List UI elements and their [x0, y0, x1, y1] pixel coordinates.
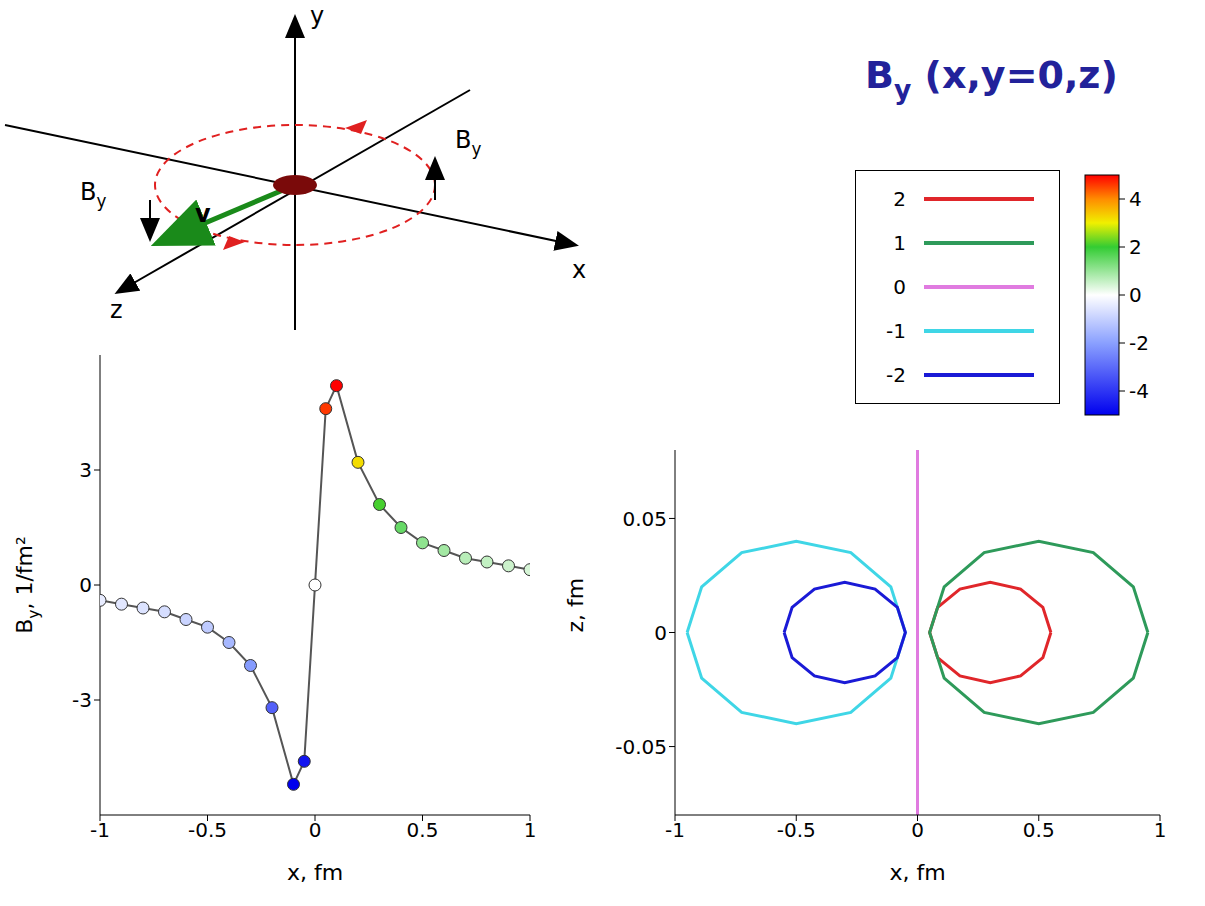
svg-text:By (x,y=0,z): By (x,y=0,z) — [865, 53, 1118, 105]
svg-text:By, 1/fm²: By, 1/fm² — [12, 536, 43, 634]
svg-text:-0.5: -0.5 — [188, 818, 227, 842]
svg-text:-0.05: -0.05 — [615, 735, 667, 759]
svg-text:3: 3 — [79, 458, 92, 482]
svg-text:1: 1 — [524, 818, 537, 842]
svg-text:x, fm: x, fm — [889, 860, 945, 885]
html-text:0: 0 — [893, 275, 906, 299]
svg-text:y: y — [310, 2, 324, 30]
svg-text:-1: -1 — [665, 818, 685, 842]
svg-text:x: x — [572, 256, 586, 284]
html-text:-2: -2 — [886, 363, 906, 387]
html-text:1: 1 — [893, 231, 906, 255]
svg-text:x, fm: x, fm — [287, 860, 343, 885]
svg-text:1: 1 — [1154, 818, 1167, 842]
svg-text:-2: -2 — [1129, 331, 1149, 355]
svg-text:0.05: 0.05 — [622, 507, 667, 531]
svg-text:0: 0 — [309, 818, 322, 842]
svg-text:0.5: 0.5 — [407, 818, 439, 842]
svg-text:z, fm: z, fm — [563, 578, 588, 633]
svg-text:z: z — [110, 296, 123, 324]
svg-text:-4: -4 — [1129, 379, 1149, 403]
html-text:-1: -1 — [886, 319, 906, 343]
svg-text:-1: -1 — [90, 818, 110, 842]
svg-text:0: 0 — [911, 818, 924, 842]
svg-text:By: By — [455, 126, 481, 159]
svg-text:-0.5: -0.5 — [777, 818, 816, 842]
svg-text:By: By — [80, 178, 106, 211]
svg-text:v: v — [195, 200, 211, 228]
svg-text:0: 0 — [79, 573, 92, 597]
svg-text:0.5: 0.5 — [1023, 818, 1055, 842]
svg-text:0: 0 — [1129, 283, 1142, 307]
svg-text:-3: -3 — [72, 688, 92, 712]
svg-text:2: 2 — [1129, 235, 1142, 259]
svg-text:4: 4 — [1129, 187, 1142, 211]
svg-text:0: 0 — [654, 621, 667, 645]
html-text:2: 2 — [893, 187, 906, 211]
